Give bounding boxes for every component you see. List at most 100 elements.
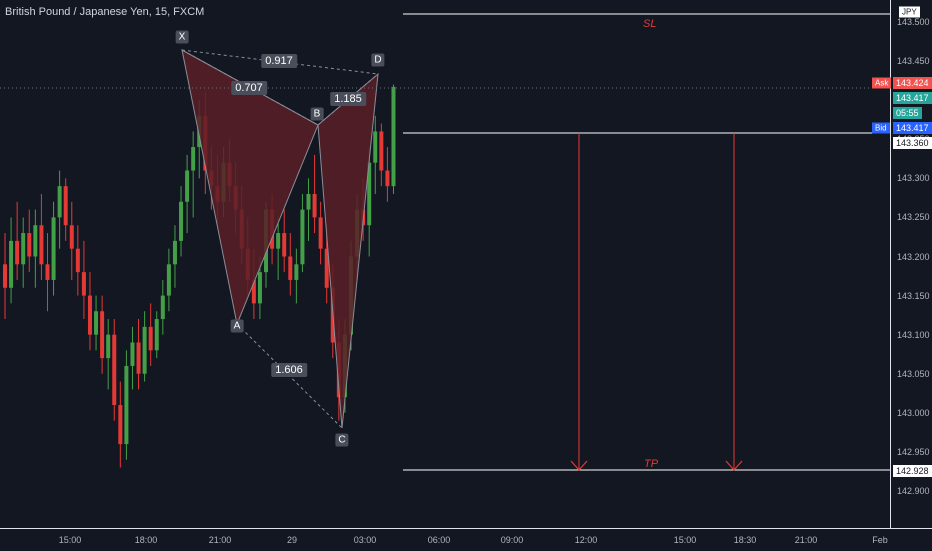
candle-body	[257, 272, 262, 304]
candle-body	[87, 295, 92, 335]
candle-body	[124, 365, 129, 445]
currency-label[interactable]: JPY	[898, 5, 921, 19]
x-tick-label: 09:00	[500, 535, 524, 545]
point-d-label: D	[371, 53, 385, 67]
sl-label: SL	[643, 18, 657, 30]
candle	[300, 193, 305, 273]
candle	[124, 350, 129, 460]
candle-body	[282, 233, 287, 257]
candle-body	[9, 240, 14, 288]
line-level-label: 143.360	[893, 137, 932, 149]
candle-body	[367, 162, 372, 226]
tp-level-label: 142.928	[893, 465, 932, 477]
candle-body	[318, 217, 323, 249]
harmonic-pattern[interactable]	[181, 49, 379, 429]
y-tick-label: 143.200	[897, 251, 930, 262]
candle	[191, 131, 196, 218]
candle	[294, 248, 299, 304]
point-a-label: A	[230, 319, 244, 333]
candle-body	[57, 186, 62, 218]
x-tick-label: 21:00	[208, 535, 232, 545]
x-tick-label: 12:00	[574, 535, 598, 545]
y-tick-label: 143.100	[897, 329, 930, 340]
candle-body	[379, 131, 384, 171]
candle	[75, 225, 80, 296]
candle	[69, 201, 74, 280]
y-tick-label: 143.250	[897, 212, 930, 223]
candle	[166, 248, 171, 312]
candle-body	[118, 405, 123, 445]
candle-body	[69, 225, 74, 249]
candle	[385, 147, 390, 202]
arrow-2-head	[725, 460, 743, 471]
x-tick-label: 15:00	[58, 535, 82, 545]
candle-body	[142, 326, 147, 374]
candle-body	[81, 272, 86, 296]
x-tick-label: 29	[286, 535, 298, 545]
candle-body	[385, 170, 390, 187]
target-arrows	[570, 133, 743, 471]
candle-body	[179, 201, 184, 241]
candle	[288, 233, 293, 296]
ratio-bd-label: 1.185	[330, 92, 366, 106]
x-tick-label: 18:30	[733, 535, 757, 545]
candle-body	[294, 264, 299, 280]
y-tick-label: 143.450	[897, 56, 930, 67]
y-tick-label: 143.300	[897, 173, 930, 184]
ratio-ab-label: 0.707	[231, 81, 267, 95]
point-c-label: C	[335, 433, 349, 447]
candle-body	[288, 256, 293, 280]
candle	[391, 84, 396, 194]
pattern-bd-line	[317, 73, 379, 126]
candle-body	[251, 279, 256, 304]
candle-body	[39, 225, 44, 265]
candle	[306, 178, 311, 241]
candle	[15, 201, 20, 280]
candle-body	[3, 264, 7, 288]
ask-tag: Ask	[872, 77, 892, 89]
candle	[39, 193, 44, 280]
pattern-xb-line	[181, 49, 319, 126]
candle	[27, 209, 32, 273]
candle	[106, 319, 111, 390]
candle-body	[75, 248, 80, 273]
candle-body	[27, 233, 32, 257]
bid-tag: Bid	[872, 122, 890, 134]
candle	[94, 295, 99, 351]
candle-body	[172, 240, 177, 265]
y-tick-label: 143.000	[897, 407, 930, 418]
candle	[282, 209, 287, 273]
candle	[112, 319, 117, 421]
candle	[100, 295, 105, 374]
candle	[136, 319, 141, 390]
candle-body	[51, 217, 56, 280]
candle	[45, 233, 50, 312]
candle-body	[300, 209, 305, 265]
candle	[87, 272, 92, 351]
candle	[81, 240, 86, 320]
candle-body	[136, 342, 141, 374]
candle	[3, 233, 7, 320]
candle-body	[166, 264, 171, 296]
candle	[51, 201, 56, 296]
candle-body	[276, 233, 281, 249]
candle-body	[391, 86, 396, 187]
candle-body	[106, 334, 111, 359]
candle	[148, 303, 153, 366]
candle	[118, 381, 123, 468]
y-tick-label: 143.150	[897, 290, 930, 301]
candle	[63, 178, 68, 241]
time-axis[interactable]	[0, 528, 932, 551]
ratio-xb-label: 0.917	[261, 54, 297, 68]
candle	[276, 217, 281, 280]
y-tick-label: 143.050	[897, 368, 930, 379]
candle-body	[112, 334, 117, 406]
last-price-label: 143.417	[893, 92, 932, 104]
arrow-1-head	[570, 460, 588, 471]
candle-body	[94, 311, 99, 335]
countdown-label: 05:55	[893, 107, 922, 119]
candle	[318, 201, 323, 265]
candle	[160, 279, 165, 335]
chart-title: British Pound / Japanese Yen, 15, FXCM	[5, 6, 205, 18]
